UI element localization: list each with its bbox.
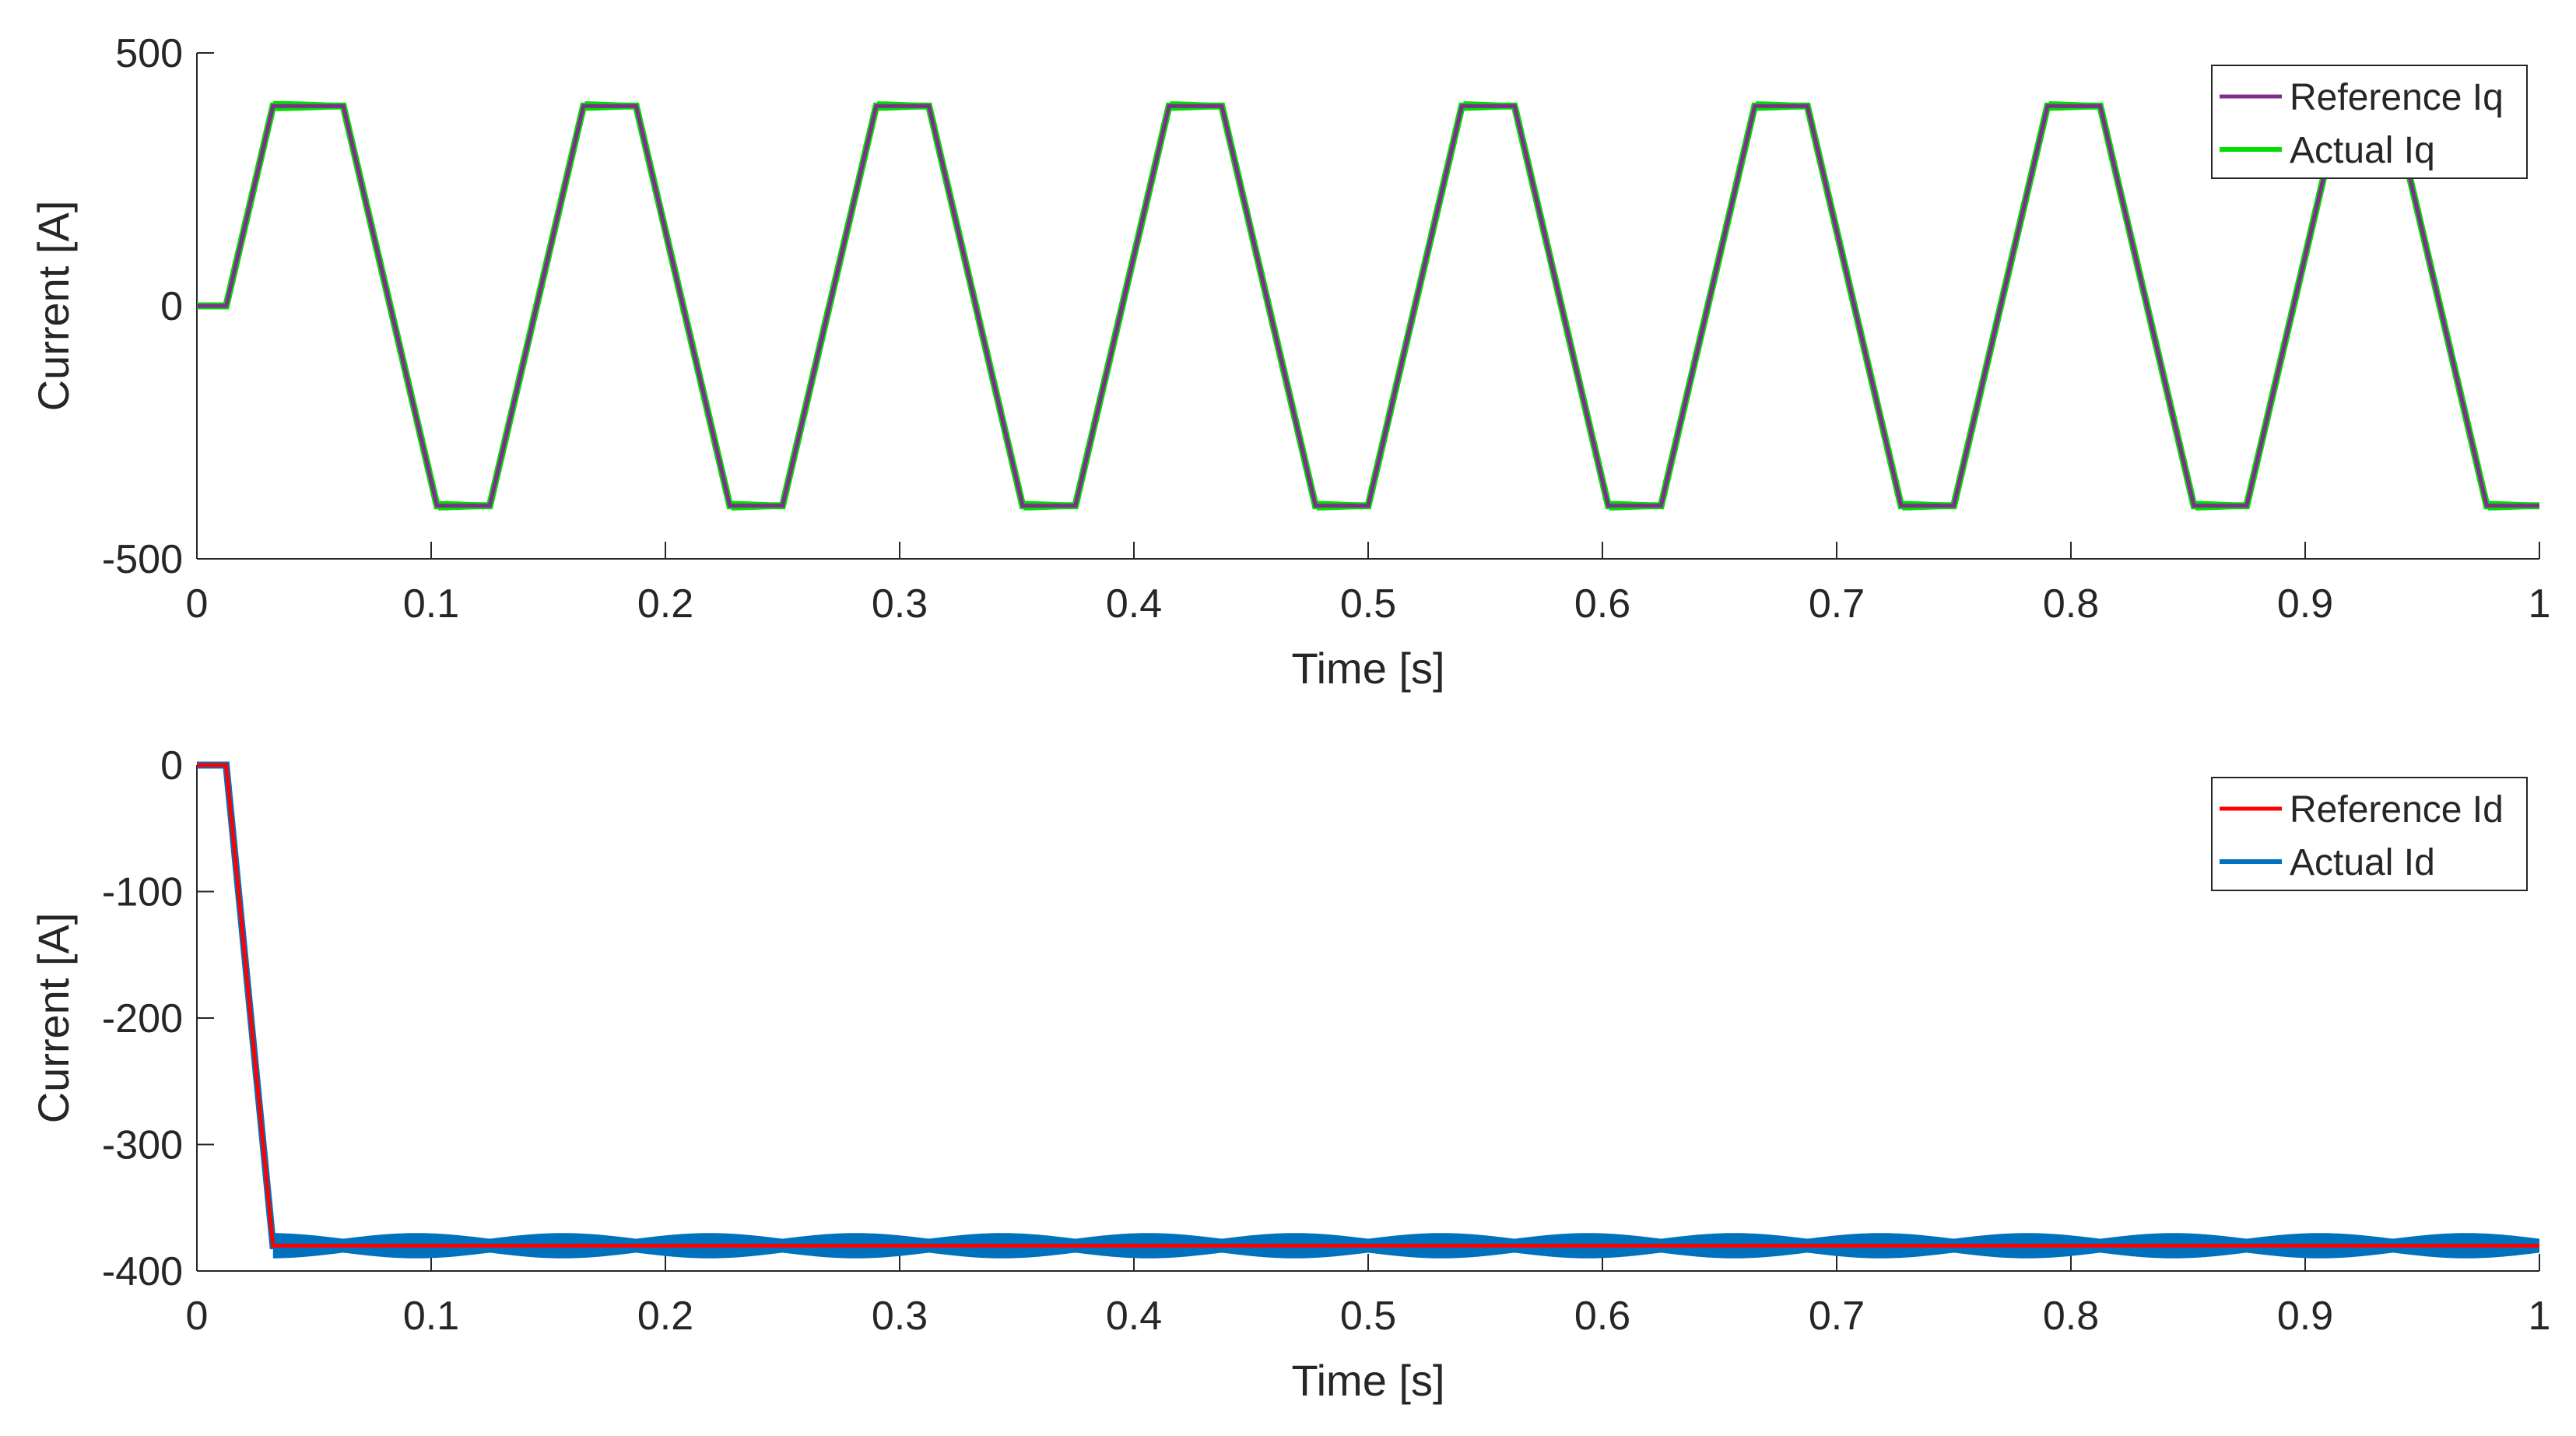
y-tick-label: -100 xyxy=(102,870,183,915)
y-tick-label: -300 xyxy=(102,1123,183,1168)
series-reference-id-line xyxy=(197,763,2539,1248)
bottom-subplot: 0 0.1 0.2 0.3 0.4 0.5 0.6 0.7 0.8 0.9 1 -400 -300 -20… xyxy=(29,743,2550,1405)
x-tick-label: 0.7 xyxy=(1809,1294,1865,1339)
legend-box xyxy=(2211,777,2528,891)
legend-box xyxy=(2211,65,2528,179)
y-tick-label: 0 xyxy=(160,743,183,788)
x-tick-label: 0.7 xyxy=(1809,581,1865,627)
x-tick-label: 1 xyxy=(2529,1294,2551,1339)
y-tick-label: -400 xyxy=(102,1249,183,1294)
x-tick-label: 0.4 xyxy=(1106,1294,1162,1339)
x-tick-label: 0.6 xyxy=(1574,581,1630,627)
x-tick-label: 0.1 xyxy=(403,1294,459,1339)
x-tick-label: 0.4 xyxy=(1106,581,1162,627)
x-tick-label: 0.8 xyxy=(2043,1294,2099,1339)
legend: Reference Iq Actual Iq xyxy=(2211,65,2528,179)
x-tick-label: 0.2 xyxy=(637,1294,693,1339)
y-axis-label: Current [A] xyxy=(29,201,78,412)
x-tick-label: 0.9 xyxy=(2277,1294,2333,1339)
x-tick-label: 0.1 xyxy=(403,581,459,627)
x-tick-label: 1 xyxy=(2529,581,2551,627)
series-reference-iq-line xyxy=(197,104,2539,508)
x-axis-label: Time [s] xyxy=(1291,1356,1444,1405)
legend-entry-reference-id-label: Reference Id xyxy=(2290,789,2504,830)
y-axis-label: Current [A] xyxy=(29,913,78,1124)
x-tick-label: 0.2 xyxy=(637,581,693,627)
x-tick-label: 0.3 xyxy=(872,581,928,627)
y-tick-label: -500 xyxy=(102,537,183,582)
x-tick-label: 0 xyxy=(186,1294,209,1339)
x-tick-label: 0.5 xyxy=(1340,581,1396,627)
legend-entry-reference-iq-label: Reference Iq xyxy=(2290,77,2504,118)
x-tick-label: 0 xyxy=(186,581,209,627)
x-tick-label: 0.5 xyxy=(1340,1294,1396,1339)
legend-entry-actual-iq-label: Actual Iq xyxy=(2290,130,2435,171)
legend: Reference Id Actual Id xyxy=(2211,777,2528,891)
x-tick-label: 0.8 xyxy=(2043,581,2099,627)
legend-entry-actual-id-label: Actual Id xyxy=(2290,842,2435,883)
x-axis-label: Time [s] xyxy=(1291,644,1444,693)
y-tick-label: 0 xyxy=(160,284,183,329)
y-tick-label: 500 xyxy=(115,31,183,76)
top-subplot: 0 0.1 0.2 0.3 0.4 0.5 0.6 0.7 0.8 0.9 1-5000500Tim… xyxy=(29,31,2550,693)
x-tick-label: 0.3 xyxy=(872,1294,928,1339)
x-tick-label: 0.6 xyxy=(1574,1294,1630,1339)
x-tick-label: 0.9 xyxy=(2277,581,2333,627)
y-tick-label: -200 xyxy=(102,996,183,1041)
